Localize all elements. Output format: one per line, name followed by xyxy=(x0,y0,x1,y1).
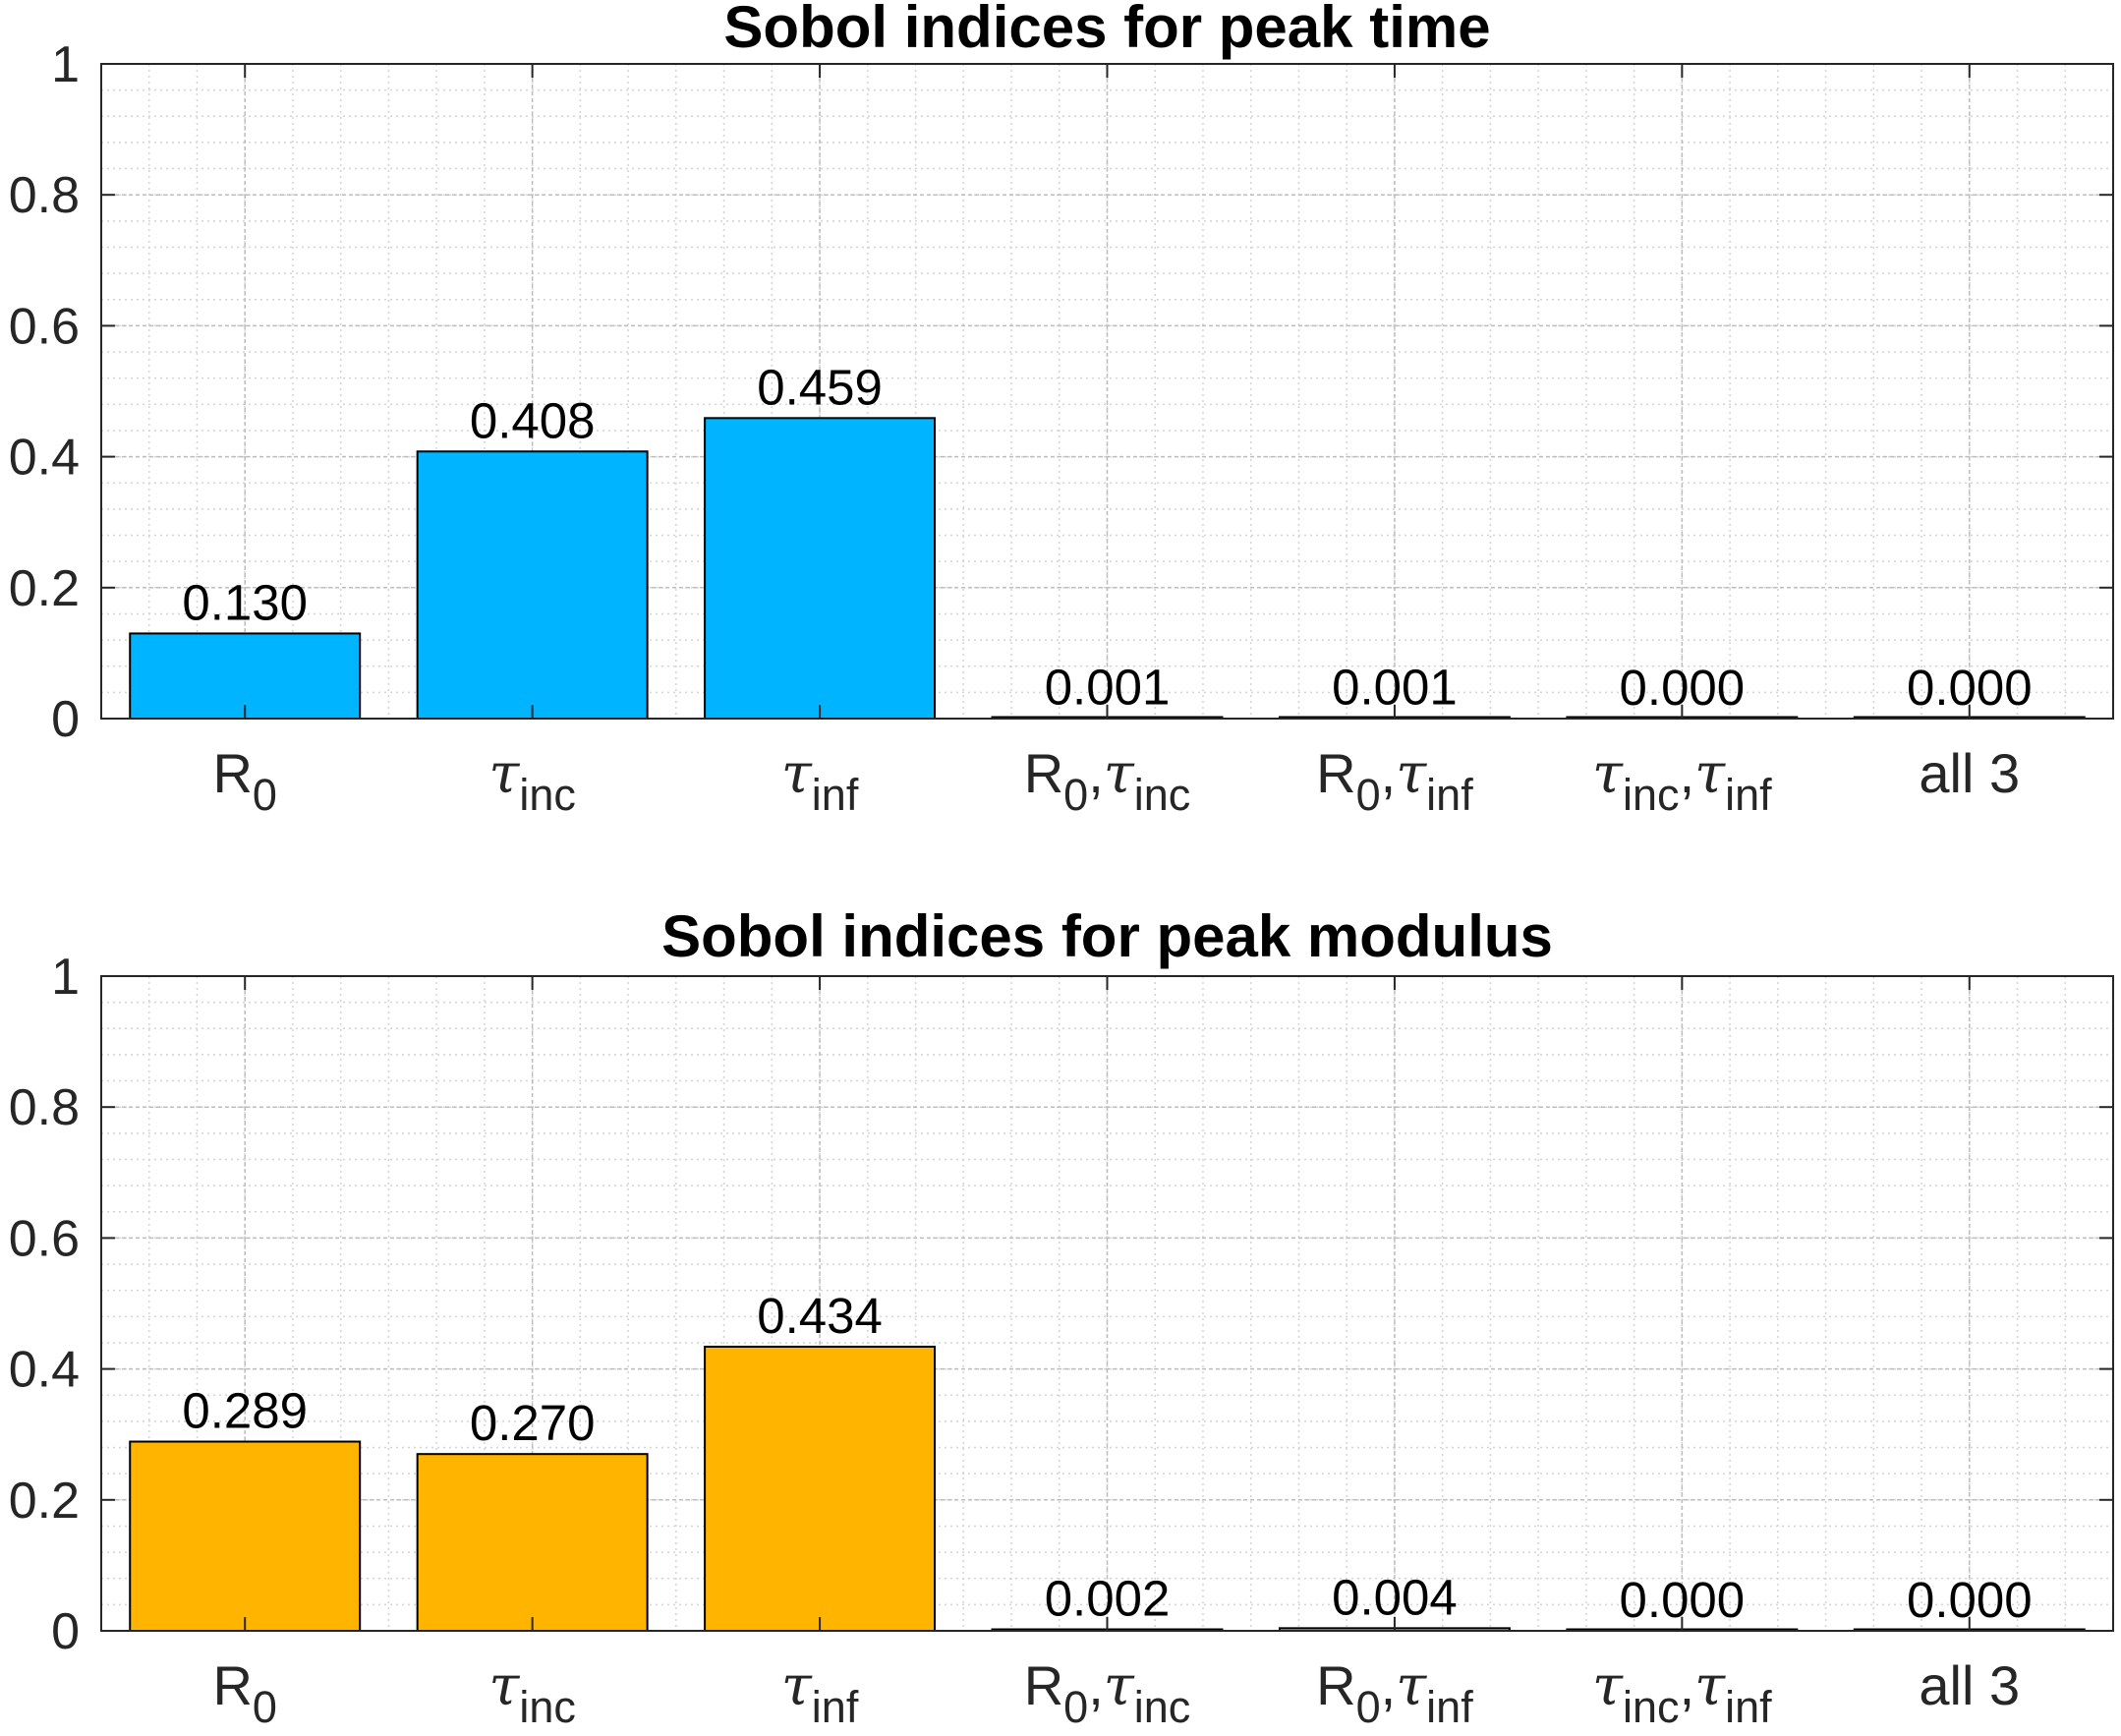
bar-2 xyxy=(416,450,649,720)
ytick-label: 0.4 xyxy=(9,1342,80,1399)
data-label: 0.000 xyxy=(1620,1572,1746,1628)
data-label: 0.289 xyxy=(182,1383,308,1439)
xtick-label: R0,τinf xyxy=(1316,1654,1473,1732)
data-label: 0.408 xyxy=(470,392,596,448)
data-label: 0.004 xyxy=(1332,1569,1458,1625)
data-label: 0.000 xyxy=(1907,660,2033,716)
ytick-label: 0 xyxy=(51,691,80,748)
bar-1 xyxy=(129,1440,362,1632)
data-label: 0.459 xyxy=(757,359,883,415)
xtick-label: τinc,τinf xyxy=(1592,742,1772,820)
data-label: 0.002 xyxy=(1045,1571,1171,1627)
bar-3 xyxy=(704,1345,937,1633)
ytick-label: 1 xyxy=(51,949,80,1006)
xtick-label: R0,τinf xyxy=(1316,742,1473,820)
ytick-label: 1 xyxy=(51,36,80,93)
ytick-label: 0.2 xyxy=(9,560,80,617)
ytick-label: 0.8 xyxy=(9,1079,80,1136)
xtick-label: τinc xyxy=(488,1654,576,1732)
ytick-label: 0.8 xyxy=(9,167,80,224)
chart-title: Sobol indices for peak modulus xyxy=(661,903,1553,969)
xtick-label: all 3 xyxy=(1919,742,2020,804)
xtick-label: τinf xyxy=(781,1654,859,1732)
ytick-label: 0.6 xyxy=(9,298,80,355)
data-label: 0.001 xyxy=(1332,659,1458,715)
bar-2 xyxy=(416,1453,649,1633)
xtick-label: R0,τinc xyxy=(1024,742,1191,820)
data-label: 0.130 xyxy=(182,574,308,630)
xtick-label: τinc,τinf xyxy=(1592,1654,1772,1732)
data-label: 0.000 xyxy=(1620,660,1746,716)
xtick-label: τinc xyxy=(488,742,576,820)
ytick-label: 0.4 xyxy=(9,430,80,487)
data-label: 0.000 xyxy=(1907,1572,2033,1628)
xtick-label: R0,τinc xyxy=(1024,1654,1191,1732)
chart-panel-1: 0 0.2 0.4 0.6 0.8 1 R0 τinc τinf R0,τinc R0,τinf τi… xyxy=(9,0,2114,820)
ytick-label: 0.2 xyxy=(9,1473,80,1530)
data-label: 0.434 xyxy=(757,1288,883,1344)
data-label: 0.270 xyxy=(470,1395,596,1451)
xtick-label: R0 xyxy=(212,1654,276,1732)
bar-3 xyxy=(704,417,937,720)
ytick-label: 0.6 xyxy=(9,1210,80,1267)
xtick-label: all 3 xyxy=(1919,1654,2020,1716)
chart-title: Sobol indices for peak time xyxy=(723,0,1490,60)
chart-panel-2: 0 0.2 0.4 0.6 0.8 1 R0 τinc τinf R0,τinc R0,τinf τi… xyxy=(9,903,2114,1732)
xtick-label: R0 xyxy=(212,742,276,820)
ytick-label: 0 xyxy=(51,1603,80,1660)
xtick-label: τinf xyxy=(781,742,859,820)
data-label: 0.001 xyxy=(1045,659,1171,715)
